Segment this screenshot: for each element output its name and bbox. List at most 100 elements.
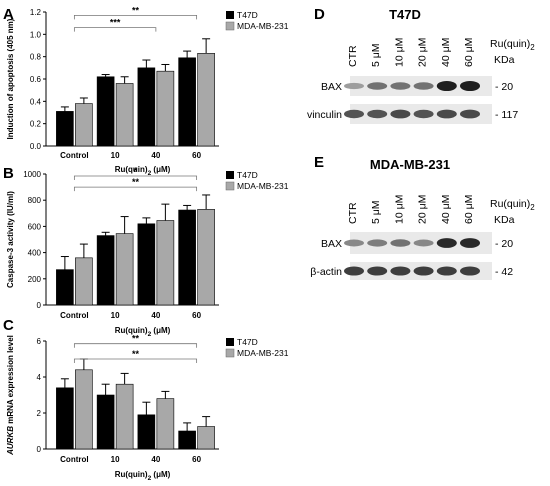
protein-label: vinculin [307, 109, 342, 121]
protein-label: β-actin [310, 266, 342, 278]
x-axis-label-part: (μM) [151, 165, 170, 174]
bar [197, 209, 215, 306]
significance-bracket [73, 175, 198, 180]
y-tick-label: 4 [37, 373, 42, 382]
chart-panel-a: 0.0 0.2 0.4 0.6 0.8 1.0 1.2 Induction of apopto… [6, 5, 289, 177]
bar [75, 103, 93, 147]
x-axis-label-subscript: 2 [148, 475, 152, 482]
bar [115, 383, 134, 450]
blot-panel-d: T47D CTR 5 μM 10 μM 20 μM 40 μM 60 μM Ru(quin)2… [307, 7, 535, 124]
lane-label: 10 μM [393, 38, 405, 67]
category-label: 40 [151, 151, 160, 160]
y-tick-label: 2 [37, 409, 42, 418]
lane-label: 5 μM [370, 43, 382, 67]
x-axis-label: Ru(quin)2 (μM) [115, 326, 171, 338]
blot-band [436, 109, 457, 119]
x-axis-label-part: Ru(quin) [115, 326, 148, 335]
y-tick-label: 0 [37, 445, 42, 454]
category-label: 60 [192, 455, 201, 464]
category-label: 40 [151, 311, 160, 320]
y-tick-label: 0.6 [30, 75, 42, 84]
y-axis-label-gene: AURKB [6, 426, 15, 456]
protein-label: BAX [321, 81, 342, 93]
bar [96, 394, 115, 450]
panel-letter-a: A [3, 6, 14, 23]
bar [137, 223, 156, 306]
blot-band [413, 82, 434, 90]
blot-band [367, 82, 388, 90]
blot-band [367, 239, 388, 247]
x-axis-label-part: Ru(quin) [115, 470, 148, 479]
significance-bracket [73, 358, 198, 363]
category-label: 10 [111, 311, 120, 320]
bar [115, 83, 134, 147]
kda-label: KDa [494, 54, 515, 66]
blot-band [436, 238, 457, 248]
category-label: Control [60, 455, 88, 464]
lane-label: 10 μM [393, 195, 405, 224]
blot-band [344, 239, 364, 247]
legend-swatch-mda [225, 348, 235, 358]
x-axis-label: Ru(quin)2 (μM) [115, 165, 171, 177]
y-axis-label-text: Caspase-3 activity (IU/ml) [6, 191, 15, 288]
significance-label: ** [132, 177, 140, 187]
category-label: 40 [151, 455, 160, 464]
blot-band [344, 82, 364, 90]
bar [178, 430, 196, 450]
category-label: 10 [111, 151, 120, 160]
treatment-label: Ru(quin)2 [490, 198, 535, 212]
treatment-label-subscript: 2 [530, 203, 535, 212]
bar [96, 76, 115, 147]
blot-band [460, 238, 480, 248]
molecular-weight-marker: - 42 [495, 266, 513, 278]
significance-bracket [73, 27, 157, 32]
lane-label: 40 μM [440, 195, 452, 224]
significance-bracket [73, 343, 198, 348]
category-label: Control [60, 311, 88, 320]
legend-swatch-t47d [226, 11, 234, 19]
blot-band [390, 239, 411, 247]
blot-band [344, 266, 364, 276]
significance-label: ** [132, 349, 140, 359]
bar [197, 426, 215, 450]
legend-label-t47d: T47D [237, 337, 258, 347]
kda-label: KDa [494, 214, 515, 226]
bar [56, 387, 74, 450]
blot-band [390, 266, 411, 276]
blot-band [436, 266, 457, 276]
legend-label-t47d: T47D [237, 10, 258, 20]
y-axis-label-text: mRNA expression level [6, 335, 15, 426]
bar [56, 269, 74, 306]
lane-label: CTR [347, 45, 359, 67]
blot-band [390, 109, 411, 119]
y-axis-label-text: Induction of apoptosis (405 nm) [6, 18, 15, 139]
bar [178, 209, 196, 306]
bar [75, 257, 93, 306]
blot-band [460, 109, 480, 119]
lane-label: 60 μM [463, 38, 475, 67]
blot-band [390, 82, 411, 90]
blot-band [413, 266, 434, 276]
category-label: 60 [192, 311, 201, 320]
category-label: 60 [192, 151, 201, 160]
y-tick-label: 800 [28, 196, 42, 205]
blot-band [367, 109, 388, 119]
panel-letter-d: D [314, 6, 325, 23]
lane-label: 20 μM [417, 195, 429, 224]
bar [178, 57, 196, 147]
blot-title: MDA-MB-231 [370, 157, 450, 172]
bar [56, 111, 74, 147]
chart-panel-c: 0 2 4 6 AURKB mRNA expression level Control 10… [6, 334, 289, 482]
blot-panel-e: MDA-MB-231 CTR 5 μM 10 μM 20 μM 40 μM 60 μM Ru(… [310, 157, 535, 280]
y-tick-label: 0.8 [30, 53, 42, 62]
bar [137, 414, 156, 450]
y-tick-label: 1.2 [30, 8, 42, 17]
y-tick-label: 400 [28, 249, 42, 258]
y-tick-label: 0.4 [30, 97, 42, 106]
y-axis-label: Caspase-3 activity (IU/ml) [6, 191, 15, 288]
lane-label: 40 μM [440, 38, 452, 67]
